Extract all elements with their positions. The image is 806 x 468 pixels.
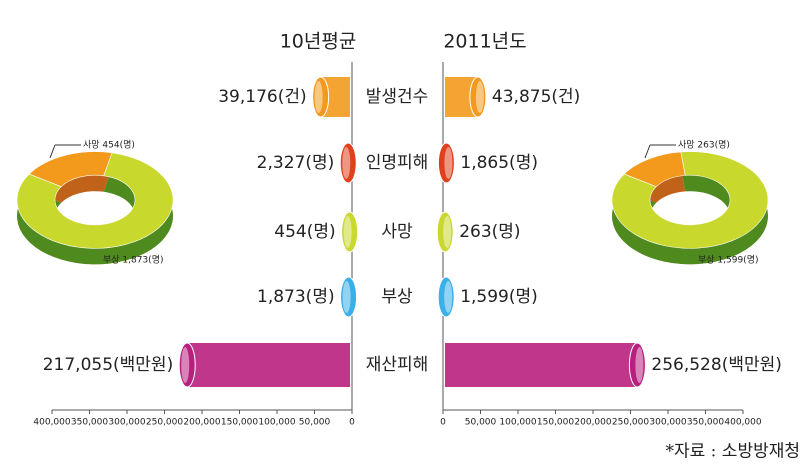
category-label: 재산피해 bbox=[366, 355, 429, 375]
value-label: 217,055(백만원) bbox=[43, 355, 173, 375]
value-label: 454(명) bbox=[274, 222, 335, 242]
x-tick-label: 150,000 bbox=[221, 418, 258, 428]
x-tick-label: 0 bbox=[440, 418, 446, 428]
x-tick-label: 350,000 bbox=[71, 418, 108, 428]
bar-cap bbox=[312, 76, 330, 118]
x-tick-label: 100,000 bbox=[258, 418, 295, 428]
pie-label: 부상 1,873(명) bbox=[103, 255, 164, 266]
bar-cap-inner bbox=[443, 216, 452, 248]
value-label: 1,599(명) bbox=[460, 287, 538, 307]
category-label: 발생건수 bbox=[366, 87, 429, 107]
bar-cap bbox=[469, 76, 487, 118]
bar-cap bbox=[178, 342, 196, 388]
bar-cap bbox=[437, 142, 455, 184]
value-label: 1,865(명) bbox=[460, 153, 538, 173]
leader-line bbox=[49, 144, 56, 159]
x-tick-label: 350,000 bbox=[687, 418, 724, 428]
value-label: 263(명) bbox=[459, 222, 520, 242]
value-label: 43,875(건) bbox=[492, 87, 580, 107]
value-label: 39,176(건) bbox=[218, 87, 306, 107]
x-tick-label: 200,000 bbox=[183, 418, 220, 428]
bar-cap-inner bbox=[475, 81, 484, 113]
bar-cap-inner bbox=[314, 81, 323, 113]
x-tick-label: 250,000 bbox=[612, 418, 649, 428]
category-label: 인명피해 bbox=[366, 153, 429, 173]
bar-cap-inner bbox=[181, 347, 190, 383]
donut-segment bbox=[611, 151, 769, 249]
category-label: 부상 bbox=[381, 287, 413, 307]
category-label: 사망 bbox=[381, 222, 413, 242]
bar-cap-inner bbox=[343, 216, 352, 248]
pie-label: 사망 454(명) bbox=[83, 140, 135, 151]
x-tick-label: 300,000 bbox=[108, 418, 145, 428]
bar-cap-inner bbox=[342, 281, 351, 313]
x-tick-label: 50,000 bbox=[299, 418, 331, 428]
bar-cap bbox=[436, 211, 454, 253]
x-tick-label: 0 bbox=[349, 418, 355, 428]
footnote: *자료 : 소방방재청 bbox=[665, 442, 800, 462]
pie-label: 부상 1,599(명) bbox=[698, 255, 759, 266]
bar-cap-inner bbox=[444, 147, 453, 179]
x-tick-label: 150,000 bbox=[537, 418, 574, 428]
bar-cap-inner bbox=[444, 281, 453, 313]
x-tick-label: 400,000 bbox=[724, 418, 761, 428]
value-label: 2,327(명) bbox=[257, 153, 335, 173]
bar-cap bbox=[339, 142, 357, 184]
donut-segment bbox=[16, 152, 174, 249]
series-header: 10년평균 bbox=[280, 31, 357, 53]
series-header: 2011년도 bbox=[443, 31, 526, 53]
bar-cap bbox=[437, 276, 455, 318]
x-tick-label: 400,000 bbox=[33, 418, 70, 428]
x-tick-label: 300,000 bbox=[649, 418, 686, 428]
x-tick-label: 200,000 bbox=[574, 418, 611, 428]
bar-cap-inner bbox=[635, 347, 644, 383]
bar-cap bbox=[341, 211, 359, 253]
x-tick-label: 50,000 bbox=[465, 418, 497, 428]
bar-cap-inner bbox=[342, 147, 351, 179]
bar bbox=[445, 343, 638, 387]
bar bbox=[187, 343, 350, 387]
pie-label: 사망 263(명) bbox=[678, 140, 730, 151]
bar-cap bbox=[628, 342, 646, 388]
bar-cap bbox=[340, 276, 358, 318]
x-tick-label: 100,000 bbox=[499, 418, 536, 428]
value-label: 1,873(명) bbox=[257, 287, 335, 307]
leader-line bbox=[644, 144, 651, 159]
x-tick-label: 250,000 bbox=[146, 418, 183, 428]
value-label: 256,528(백만원) bbox=[651, 355, 781, 375]
